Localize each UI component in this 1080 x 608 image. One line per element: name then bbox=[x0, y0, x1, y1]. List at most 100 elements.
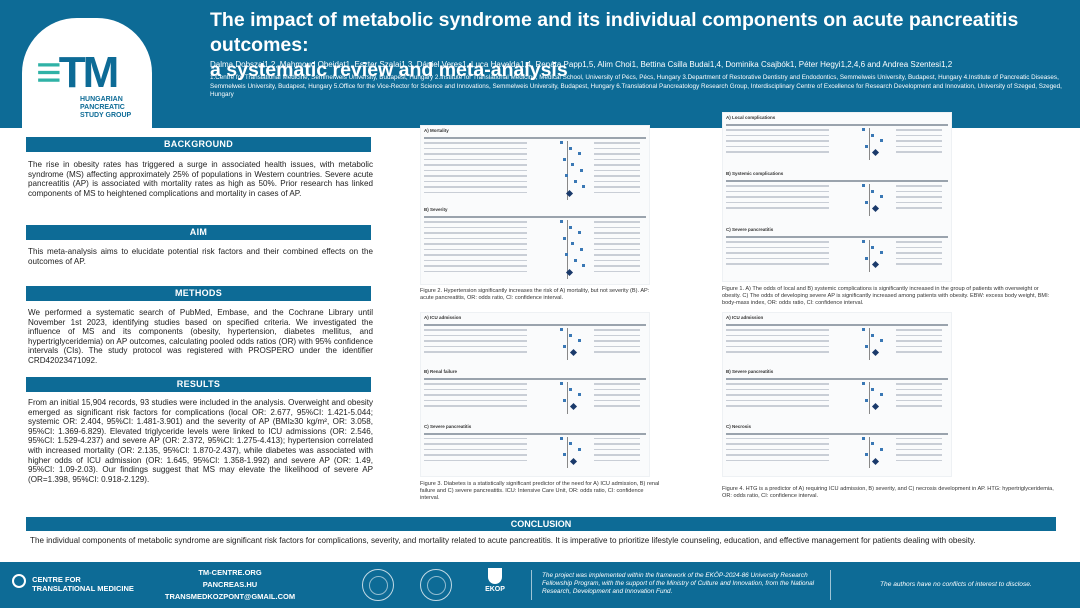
figure-2-forest-plots: A) Mortality B) Severity bbox=[420, 125, 650, 285]
pooled-estimate-diamond bbox=[872, 403, 880, 411]
link-tm-centre[interactable]: TM-CENTRE.ORG bbox=[198, 568, 262, 577]
forest-plot-panel-label: C) Necrosis bbox=[726, 423, 752, 429]
forest-plot-panel-label: B) Systemic complications bbox=[726, 171, 784, 176]
forest-plot-row bbox=[726, 351, 829, 353]
forest-plot-row bbox=[594, 248, 640, 251]
forest-plot-row bbox=[896, 405, 942, 407]
study-estimate-square bbox=[864, 256, 868, 260]
forest-plot-row bbox=[424, 248, 527, 251]
conclusion-text: The individual components of metabolic s… bbox=[30, 536, 976, 545]
forest-plot-row bbox=[726, 140, 829, 142]
forest-plot-row bbox=[594, 164, 640, 166]
poster-footer: CENTRE FOR TRANSLATIONAL MEDICINE TM-CEN… bbox=[0, 562, 1080, 608]
forest-plot-null-line bbox=[566, 328, 568, 360]
forest-plot-header bbox=[424, 432, 646, 435]
forest-plot-null-line bbox=[566, 141, 568, 200]
study-estimate-square bbox=[569, 225, 573, 229]
conflict-statement: The authors have no conflicts of interes… bbox=[880, 581, 1032, 588]
study-estimate-square bbox=[864, 200, 868, 204]
forest-plot-row bbox=[594, 443, 640, 445]
study-estimate-square bbox=[871, 189, 875, 193]
forest-plot-header bbox=[424, 216, 646, 218]
forest-plot-row bbox=[896, 448, 942, 451]
study-estimate-square bbox=[569, 442, 573, 446]
study-estimate-square bbox=[573, 258, 577, 262]
forest-plot-row bbox=[726, 252, 829, 254]
forest-plot-row bbox=[896, 207, 942, 209]
forest-plot-row bbox=[896, 190, 942, 193]
study-estimate-square bbox=[862, 184, 866, 187]
semmelweis-seal-icon bbox=[420, 569, 452, 601]
forest-plot-header bbox=[726, 432, 948, 435]
forest-plot-row bbox=[424, 169, 527, 172]
forest-plot-row bbox=[424, 254, 527, 256]
forest-plot-row bbox=[896, 334, 942, 337]
footer-divider bbox=[531, 570, 532, 600]
affiliations: 1.Centre for Translational Medicine, Sem… bbox=[210, 74, 1062, 99]
footer-links: TM-CENTRE.ORG PANCREAS.HU TRANSMEDKOZPON… bbox=[160, 567, 300, 603]
forest-plot-row bbox=[726, 129, 829, 131]
forest-plot-row bbox=[424, 351, 527, 353]
pooled-estimate-diamond bbox=[570, 348, 578, 357]
background-heading: BACKGROUND bbox=[26, 137, 371, 152]
study-estimate-square bbox=[862, 128, 866, 131]
forest-plot-panel-label: A) ICU admission bbox=[726, 315, 764, 320]
forest-plot-row bbox=[726, 185, 829, 187]
forest-plot-row bbox=[424, 334, 527, 337]
forest-plot-header bbox=[726, 180, 948, 182]
study-estimate-square bbox=[562, 398, 566, 402]
forest-plot-row bbox=[594, 186, 640, 188]
forest-plot-row bbox=[594, 383, 640, 385]
forest-plot-row bbox=[424, 383, 527, 385]
forest-plot-panel-label: B) Severity bbox=[424, 207, 448, 212]
forest-plot-header bbox=[424, 137, 646, 139]
study-estimate-square bbox=[580, 168, 584, 172]
forest-plot-panel-label: C) Severe pancreatitis bbox=[424, 423, 472, 429]
figure-3-caption: Figure 3. Diabetes is a statistically si… bbox=[420, 481, 660, 501]
forest-plot-row bbox=[726, 459, 829, 462]
forest-plot-row bbox=[424, 153, 527, 155]
forest-plot-panel-label: B) Severe pancreatitis bbox=[726, 369, 774, 375]
study-estimate-square bbox=[871, 245, 875, 249]
forest-plot-row bbox=[896, 140, 942, 142]
forest-plot-row bbox=[896, 351, 942, 353]
methods-heading: METHODS bbox=[26, 286, 371, 301]
forest-plot-row bbox=[896, 134, 942, 137]
forest-plot-panel-label: A) Local complications bbox=[726, 115, 776, 120]
footer-divider-2 bbox=[830, 570, 831, 600]
forest-plot-row bbox=[896, 437, 942, 440]
forest-plot-row bbox=[896, 201, 942, 204]
forest-plot-row bbox=[726, 443, 829, 445]
results-heading: RESULTS bbox=[26, 377, 371, 392]
ctl-line1: CENTRE FOR bbox=[32, 575, 81, 584]
forest-plot-row bbox=[726, 437, 829, 440]
forest-plot-row bbox=[594, 437, 640, 440]
forest-plot-row bbox=[896, 129, 942, 131]
study-estimate-square bbox=[577, 447, 581, 451]
forest-plot-row bbox=[594, 153, 640, 155]
study-estimate-square bbox=[571, 242, 575, 245]
forest-plot-header bbox=[424, 378, 646, 381]
link-email[interactable]: TRANSMEDKOZPONT@GMAIL.COM bbox=[164, 592, 296, 601]
author-list: Dalma Dobszai1,2, Mahmoud Obeidat1, Eszt… bbox=[210, 60, 953, 69]
forest-plot-row bbox=[896, 388, 942, 391]
link-pancreas[interactable]: PANCREAS.HU bbox=[202, 580, 258, 589]
forest-plot-row bbox=[896, 257, 942, 260]
forest-plot-row bbox=[726, 454, 829, 456]
forest-plot-row bbox=[424, 232, 527, 234]
forest-plot-row bbox=[896, 345, 942, 348]
poster-title: The impact of metabolic syndrome and its… bbox=[210, 9, 1019, 81]
forest-plot-row bbox=[594, 169, 640, 172]
aim-text: This meta-analysis aims to elucidate pot… bbox=[28, 247, 373, 266]
study-estimate-square bbox=[562, 344, 566, 348]
forest-plot-row bbox=[424, 329, 527, 331]
forest-plot-row bbox=[896, 394, 942, 396]
study-estimate-square bbox=[862, 382, 866, 386]
forest-plot-row bbox=[594, 259, 640, 262]
study-estimate-square bbox=[871, 133, 875, 137]
figure-1-caption: Figure 1. A) The odds of local and B) sy… bbox=[722, 286, 1050, 306]
forest-plot-panel-label: A) Mortality bbox=[424, 128, 449, 133]
pooled-estimate-diamond bbox=[872, 260, 880, 269]
ctl-emblem-icon bbox=[12, 573, 26, 588]
logo-subtitle: HUNGARIAN PANCREATIC STUDY GROUP bbox=[80, 96, 132, 119]
